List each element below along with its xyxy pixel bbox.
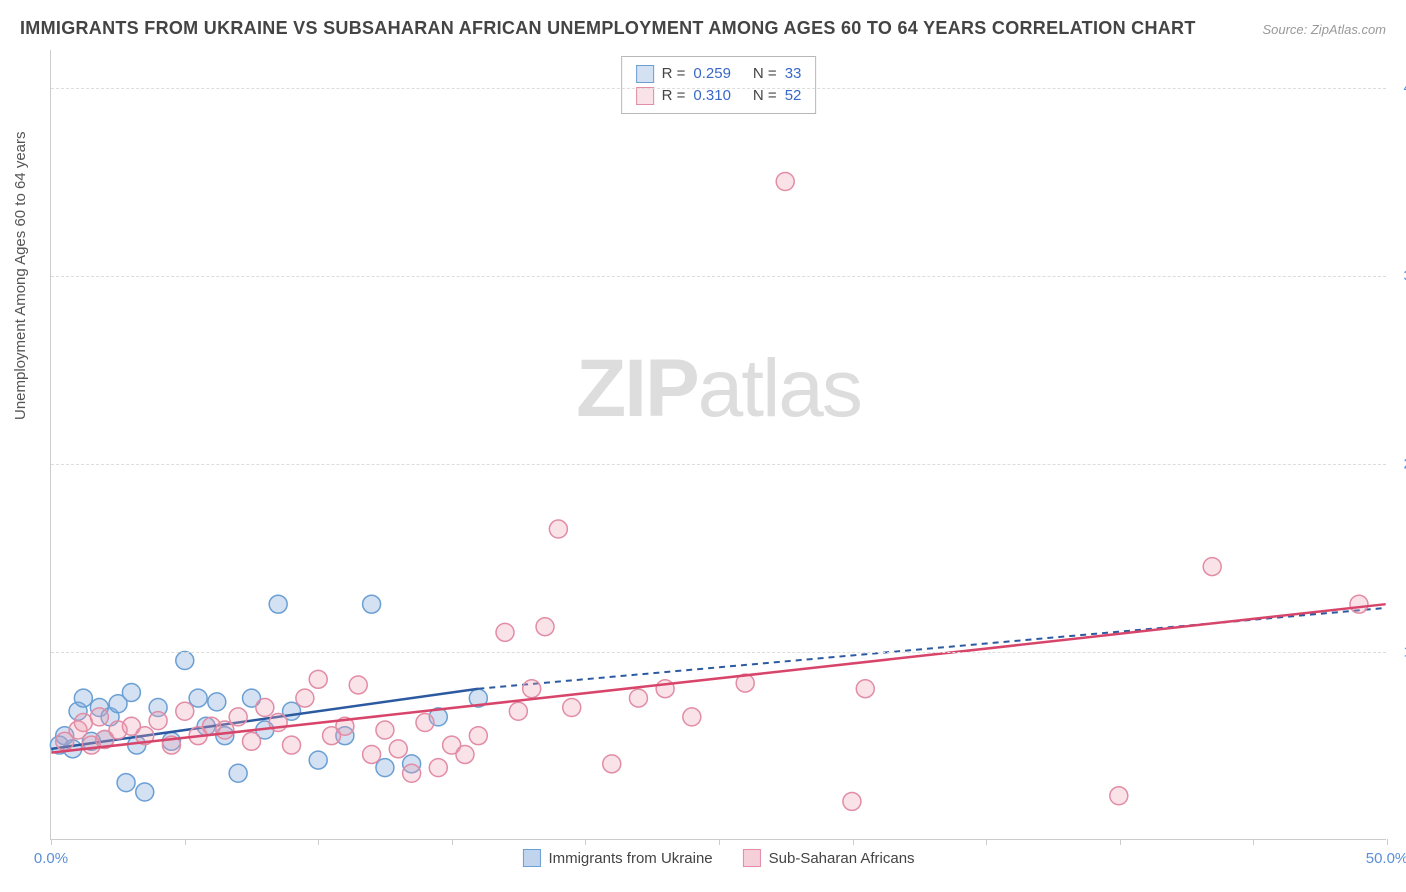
- scatter-point: [256, 699, 274, 717]
- scatter-point: [856, 680, 874, 698]
- scatter-point: [216, 721, 234, 739]
- x-tick: [1120, 839, 1121, 845]
- gridline: [51, 276, 1386, 277]
- bottom-legend-item: Immigrants from Ukraine: [522, 849, 712, 867]
- x-tick: [185, 839, 186, 845]
- scatter-point: [269, 595, 287, 613]
- x-tick: [585, 839, 586, 845]
- scatter-point: [122, 683, 140, 701]
- scatter-point: [429, 759, 447, 777]
- scatter-point: [389, 740, 407, 758]
- plot-svg: [51, 50, 1386, 839]
- legend-label: Immigrants from Ukraine: [548, 850, 712, 867]
- scatter-point: [136, 783, 154, 801]
- scatter-point: [416, 714, 434, 732]
- scatter-point: [283, 736, 301, 754]
- scatter-point: [229, 764, 247, 782]
- gridline: [51, 88, 1386, 89]
- y-tick-label: 10.0%: [1391, 643, 1406, 660]
- scatter-point: [376, 721, 394, 739]
- correlation-legend: R = 0.259 N = 33 R = 0.310 N = 52: [621, 56, 817, 114]
- scatter-point: [509, 702, 527, 720]
- scatter-point: [603, 755, 621, 773]
- x-tick: [51, 839, 52, 845]
- legend-r-value: 0.259: [693, 63, 731, 85]
- y-axis-label: Unemployment Among Ages 60 to 64 years: [12, 131, 29, 420]
- scatter-point: [176, 702, 194, 720]
- scatter-point: [243, 732, 261, 750]
- scatter-point: [376, 759, 394, 777]
- scatter-point: [403, 764, 421, 782]
- legend-row: R = 0.259 N = 33: [636, 63, 802, 85]
- chart-title: IMMIGRANTS FROM UKRAINE VS SUBSAHARAN AF…: [20, 18, 1196, 39]
- gridline: [51, 652, 1386, 653]
- x-tick: [1253, 839, 1254, 845]
- legend-n-label: N =: [753, 63, 777, 85]
- source-label: Source: ZipAtlas.com: [1262, 22, 1386, 37]
- scatter-point: [90, 708, 108, 726]
- legend-swatch: [522, 849, 540, 867]
- y-tick-label: 30.0%: [1391, 267, 1406, 284]
- scatter-point: [776, 173, 794, 191]
- scatter-point: [469, 727, 487, 745]
- y-tick-label: 40.0%: [1391, 79, 1406, 96]
- bottom-legend: Immigrants from Ukraine Sub-Saharan Afric…: [522, 849, 914, 867]
- x-tick: [986, 839, 987, 845]
- scatter-point: [629, 689, 647, 707]
- scatter-point: [309, 751, 327, 769]
- scatter-point: [189, 689, 207, 707]
- scatter-point: [1110, 787, 1128, 805]
- x-tick: [452, 839, 453, 845]
- x-tick-label: 50.0%: [1366, 850, 1406, 867]
- y-tick-label: 20.0%: [1391, 455, 1406, 472]
- scatter-point: [117, 774, 135, 792]
- scatter-point: [208, 693, 226, 711]
- legend-n-value: 33: [785, 63, 802, 85]
- scatter-point: [296, 689, 314, 707]
- scatter-point: [683, 708, 701, 726]
- bottom-legend-item: Sub-Saharan Africans: [743, 849, 915, 867]
- scatter-point: [363, 745, 381, 763]
- scatter-point: [456, 745, 474, 763]
- scatter-point: [1203, 558, 1221, 576]
- x-tick: [719, 839, 720, 845]
- gridline: [51, 464, 1386, 465]
- scatter-point: [536, 618, 554, 636]
- scatter-point: [549, 520, 567, 538]
- legend-swatch: [743, 849, 761, 867]
- legend-label: Sub-Saharan Africans: [769, 850, 915, 867]
- legend-swatch: [636, 87, 654, 105]
- scatter-point: [496, 623, 514, 641]
- plot-area: ZIPatlas R = 0.259 N = 33 R = 0.310 N = …: [50, 50, 1386, 840]
- scatter-point: [843, 792, 861, 810]
- legend-r-label: R =: [662, 63, 686, 85]
- scatter-point: [149, 712, 167, 730]
- scatter-point: [523, 680, 541, 698]
- x-tick: [1387, 839, 1388, 845]
- legend-swatch: [636, 65, 654, 83]
- scatter-point: [349, 676, 367, 694]
- x-tick-label: 0.0%: [34, 850, 68, 867]
- trend-line: [51, 604, 1385, 752]
- x-tick: [318, 839, 319, 845]
- scatter-point: [74, 689, 92, 707]
- scatter-point: [229, 708, 247, 726]
- x-tick: [853, 839, 854, 845]
- scatter-point: [176, 652, 194, 670]
- scatter-point: [563, 699, 581, 717]
- scatter-point: [1350, 595, 1368, 613]
- scatter-point: [74, 714, 92, 732]
- scatter-point: [363, 595, 381, 613]
- scatter-point: [309, 670, 327, 688]
